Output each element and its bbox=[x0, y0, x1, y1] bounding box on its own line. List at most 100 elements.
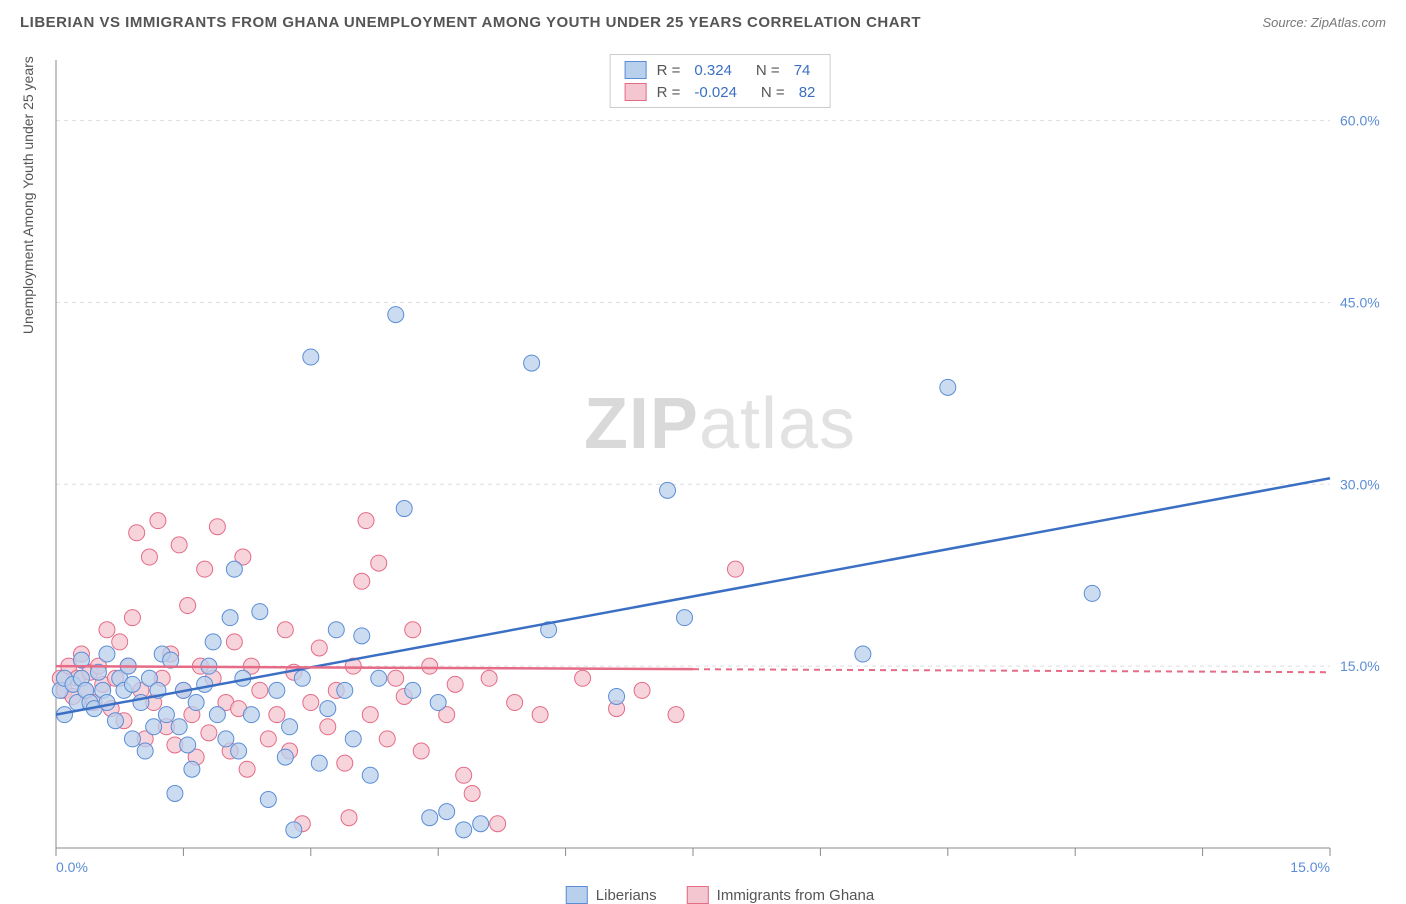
legend-n-label: N = bbox=[761, 84, 785, 101]
data-point bbox=[277, 622, 293, 638]
data-point bbox=[371, 555, 387, 571]
data-point bbox=[252, 604, 268, 620]
data-point bbox=[277, 749, 293, 765]
data-point bbox=[634, 682, 650, 698]
data-point bbox=[158, 707, 174, 723]
data-point bbox=[362, 707, 378, 723]
data-point bbox=[260, 792, 276, 808]
legend-swatch bbox=[566, 886, 588, 904]
trend-line bbox=[56, 666, 693, 669]
source-attribution: Source: ZipAtlas.com bbox=[1262, 15, 1386, 30]
data-point bbox=[218, 731, 234, 747]
legend-r-label: R = bbox=[657, 84, 681, 101]
data-point bbox=[311, 640, 327, 656]
data-point bbox=[481, 670, 497, 686]
data-point bbox=[150, 513, 166, 529]
data-point bbox=[430, 695, 446, 711]
data-point bbox=[184, 761, 200, 777]
legend-item: Liberians bbox=[566, 886, 657, 904]
trend-line bbox=[56, 478, 1330, 714]
legend-r-value: -0.024 bbox=[694, 84, 737, 101]
data-point bbox=[303, 349, 319, 365]
correlation-legend: R =0.324N =74R =-0.024N =82 bbox=[610, 54, 831, 108]
data-point bbox=[260, 731, 276, 747]
data-point bbox=[180, 598, 196, 614]
scatter-plot: 0.0%15.0%15.0%30.0%45.0%60.0% bbox=[50, 50, 1390, 880]
data-point bbox=[677, 610, 693, 626]
data-point bbox=[180, 737, 196, 753]
data-point bbox=[447, 676, 463, 692]
legend-r-value: 0.324 bbox=[694, 62, 732, 79]
data-point bbox=[388, 670, 404, 686]
data-point bbox=[422, 658, 438, 674]
legend-series-name: Immigrants from Ghana bbox=[717, 887, 875, 904]
data-point bbox=[413, 743, 429, 759]
data-point bbox=[320, 719, 336, 735]
data-point bbox=[167, 785, 183, 801]
data-point bbox=[209, 519, 225, 535]
data-point bbox=[269, 707, 285, 723]
data-point bbox=[205, 634, 221, 650]
data-point bbox=[129, 525, 145, 541]
data-point bbox=[358, 513, 374, 529]
data-point bbox=[328, 622, 344, 638]
data-point bbox=[311, 755, 327, 771]
data-point bbox=[405, 682, 421, 698]
data-point bbox=[524, 355, 540, 371]
data-point bbox=[532, 707, 548, 723]
data-point bbox=[668, 707, 684, 723]
data-point bbox=[727, 561, 743, 577]
data-point bbox=[243, 707, 259, 723]
legend-row: R =0.324N =74 bbox=[625, 61, 816, 79]
data-point bbox=[303, 695, 319, 711]
data-point bbox=[507, 695, 523, 711]
legend-n-value: 74 bbox=[794, 62, 811, 79]
data-point bbox=[354, 573, 370, 589]
data-point bbox=[286, 822, 302, 838]
data-point bbox=[282, 719, 298, 735]
x-tick-label: 0.0% bbox=[56, 859, 88, 875]
data-point bbox=[141, 549, 157, 565]
data-point bbox=[99, 646, 115, 662]
data-point bbox=[188, 695, 204, 711]
data-point bbox=[490, 816, 506, 832]
legend-series-name: Liberians bbox=[596, 887, 657, 904]
chart-title: LIBERIAN VS IMMIGRANTS FROM GHANA UNEMPL… bbox=[20, 14, 921, 31]
data-point bbox=[201, 725, 217, 741]
data-point bbox=[124, 610, 140, 626]
data-point bbox=[439, 804, 455, 820]
data-point bbox=[197, 561, 213, 577]
data-point bbox=[337, 682, 353, 698]
data-point bbox=[337, 755, 353, 771]
y-tick-label: 45.0% bbox=[1340, 294, 1380, 310]
data-point bbox=[1084, 585, 1100, 601]
data-point bbox=[473, 816, 489, 832]
data-point bbox=[575, 670, 591, 686]
data-point bbox=[124, 676, 140, 692]
x-tick-label: 15.0% bbox=[1290, 859, 1330, 875]
data-point bbox=[137, 743, 153, 759]
data-point bbox=[609, 688, 625, 704]
legend-item: Immigrants from Ghana bbox=[687, 886, 875, 904]
data-point bbox=[341, 810, 357, 826]
data-point bbox=[294, 670, 310, 686]
data-point bbox=[269, 682, 285, 698]
series-legend: Liberians Immigrants from Ghana bbox=[566, 886, 874, 904]
legend-swatch bbox=[687, 886, 709, 904]
data-point bbox=[456, 822, 472, 838]
legend-swatch bbox=[625, 83, 647, 101]
legend-row: R =-0.024N =82 bbox=[625, 83, 816, 101]
data-point bbox=[396, 501, 412, 517]
legend-r-label: R = bbox=[657, 62, 681, 79]
y-tick-label: 60.0% bbox=[1340, 113, 1380, 129]
data-point bbox=[209, 707, 225, 723]
data-point bbox=[226, 634, 242, 650]
data-point bbox=[239, 761, 255, 777]
data-point bbox=[388, 307, 404, 323]
data-point bbox=[124, 731, 140, 747]
data-point bbox=[660, 482, 676, 498]
data-point bbox=[345, 731, 361, 747]
data-point bbox=[456, 767, 472, 783]
data-point bbox=[171, 719, 187, 735]
data-point bbox=[855, 646, 871, 662]
